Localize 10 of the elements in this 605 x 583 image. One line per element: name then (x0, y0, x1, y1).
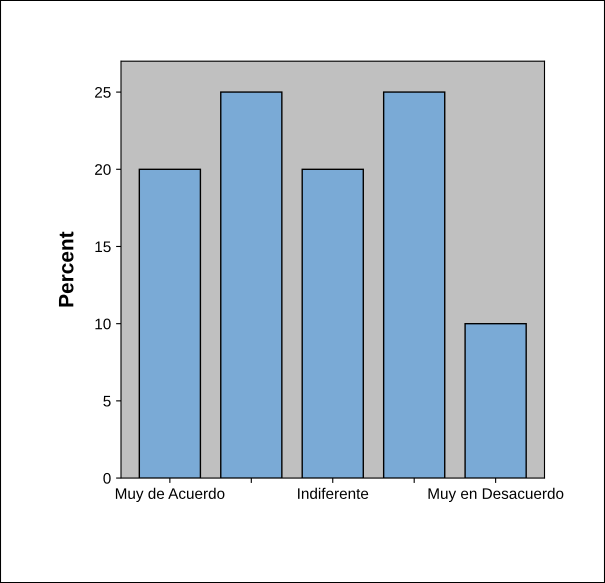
y-tick-label: 10 (95, 318, 111, 330)
y-tick-label: 25 (95, 86, 111, 98)
y-tick-label: 5 (103, 396, 111, 407)
y-tick-label: 0 (103, 472, 111, 484)
y-tick-label: 20 (95, 164, 111, 175)
y-tick-label: 15 (95, 242, 111, 252)
x-tick-label: Indiferente (298, 488, 368, 500)
x-tick-label: Muy de Acuerdo (116, 488, 224, 502)
x-tick-label: Muy en Desacuerdo (428, 488, 564, 502)
y-axis-title: Percent (58, 232, 74, 306)
